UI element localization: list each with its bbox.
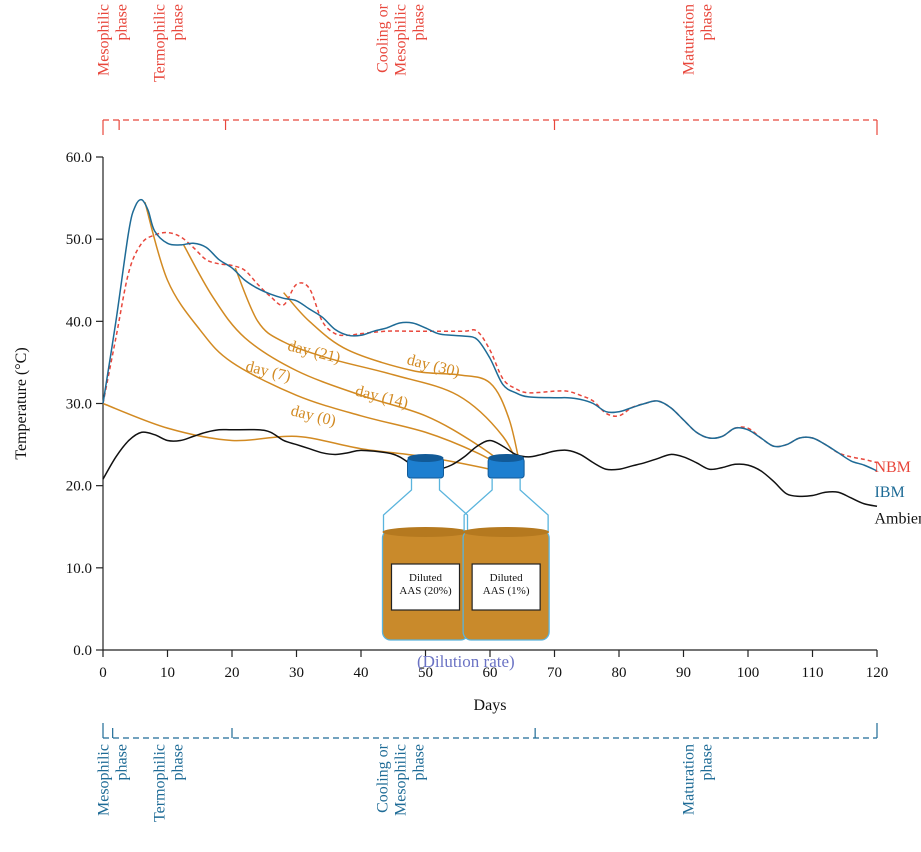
y-tick-label: 30.0 — [66, 397, 92, 413]
sample-line — [283, 292, 523, 478]
y-tick-label: 40.0 — [66, 314, 92, 330]
x-tick-label: 70 — [547, 665, 562, 681]
x-tick-label: 110 — [802, 665, 824, 681]
phase-label-line: phase — [411, 4, 428, 40]
sample-line — [144, 201, 523, 479]
sample-line — [234, 267, 523, 478]
series-line-ambient — [102, 428, 878, 507]
phase-label-line: Mesophilic — [95, 4, 112, 76]
x-tick-label: 0 — [99, 665, 107, 681]
bottle-cap-top — [488, 454, 525, 462]
bottle-neck — [382, 478, 469, 532]
bottle-label-text: AAS (1%) — [483, 585, 530, 597]
sample-line-label: day (14) — [354, 383, 410, 413]
series-end-label: Ambient — [874, 511, 921, 528]
phase-label-line: phase — [113, 4, 130, 40]
bottle-label-text: AAS (20%) — [399, 585, 452, 597]
x-tick-label: 90 — [676, 665, 691, 681]
phase-label-line: Maturation — [680, 4, 697, 75]
y-tick-label: 10.0 — [66, 561, 92, 577]
top-phase-bracket: Mesophilic phase Termophilic phase Cooling o… — [95, 3, 878, 135]
x-ticks: 0 10 20 30 40 50 60 70 80 90 100 110 120 — [99, 650, 888, 681]
sample-line-label: day (30) — [405, 351, 461, 381]
bottle-label-text: Diluted — [490, 572, 523, 584]
phase-label-line: Termophilic — [152, 4, 169, 82]
x-tick-label: 120 — [866, 665, 889, 681]
phase-label-line: phase — [113, 744, 130, 780]
series-end-label: IBM — [874, 484, 904, 501]
phase-label-line: phase — [170, 4, 187, 40]
phase-label-line: Cooling or — [375, 743, 392, 813]
bottle-label — [471, 563, 541, 611]
phase-label-line: Mesophilic — [95, 744, 112, 816]
phase-label-line: Mesophilic — [393, 4, 410, 76]
bottle-label-text: Diluted — [409, 572, 442, 584]
y-tick-label: 0.0 — [73, 643, 92, 659]
dilution-rate-caption: (Dilution rate) — [417, 652, 515, 671]
x-tick-label: 60 — [483, 665, 498, 681]
bottle-liquid-top — [463, 527, 550, 537]
bottle-label — [390, 563, 461, 611]
sample-line — [182, 244, 523, 479]
phase-label-line: phase — [698, 744, 715, 780]
phase-label-line: Cooling or — [375, 3, 392, 73]
phase-label-line: phase — [698, 4, 715, 40]
sample-line-label: day (7) — [244, 358, 293, 386]
phase-label-line: phase — [411, 744, 428, 780]
x-tick-label: 10 — [160, 665, 175, 681]
y-tick-label: 60.0 — [66, 150, 92, 166]
series-line-ibm — [102, 198, 878, 472]
y-tick-label: 20.0 — [66, 479, 92, 495]
x-tick-label: 100 — [737, 665, 760, 681]
bottle-neck — [463, 478, 549, 532]
series-end-label: NBM — [874, 459, 910, 476]
sample-lines: day (0)day (7)day (14)day (21) day (30) — [102, 201, 523, 479]
phase-label-line: Maturation — [680, 744, 697, 815]
bottle-cap-top — [407, 454, 444, 462]
phase-label-line: Mesophilic — [393, 744, 410, 816]
series-end-labels: NBM IBM Ambient — [874, 459, 921, 528]
phase-label-line: phase — [170, 744, 187, 780]
sample-line — [102, 402, 523, 479]
x-tick-label: 20 — [225, 665, 240, 681]
phase-label-line: Termophilic — [152, 744, 169, 822]
y-tick-label: 50.0 — [66, 232, 92, 248]
x-axis-label: Days — [474, 697, 507, 714]
bottom-phase-bracket: Mesophilic phase Termophilic phase Cooling o… — [95, 723, 878, 822]
x-tick-label: 40 — [354, 665, 369, 681]
bottle-liquid-top — [382, 527, 469, 537]
y-ticks: 0.0 10.0 20.0 30.0 40.0 50.0 60.0 — [66, 150, 103, 659]
x-tick-label: 50 — [418, 665, 433, 681]
series-lines — [102, 198, 878, 507]
x-tick-label: 80 — [612, 665, 627, 681]
y-axis-label: Temperature (°C) — [13, 347, 30, 459]
x-tick-label: 30 — [289, 665, 304, 681]
series-line-nbm — [102, 231, 878, 464]
